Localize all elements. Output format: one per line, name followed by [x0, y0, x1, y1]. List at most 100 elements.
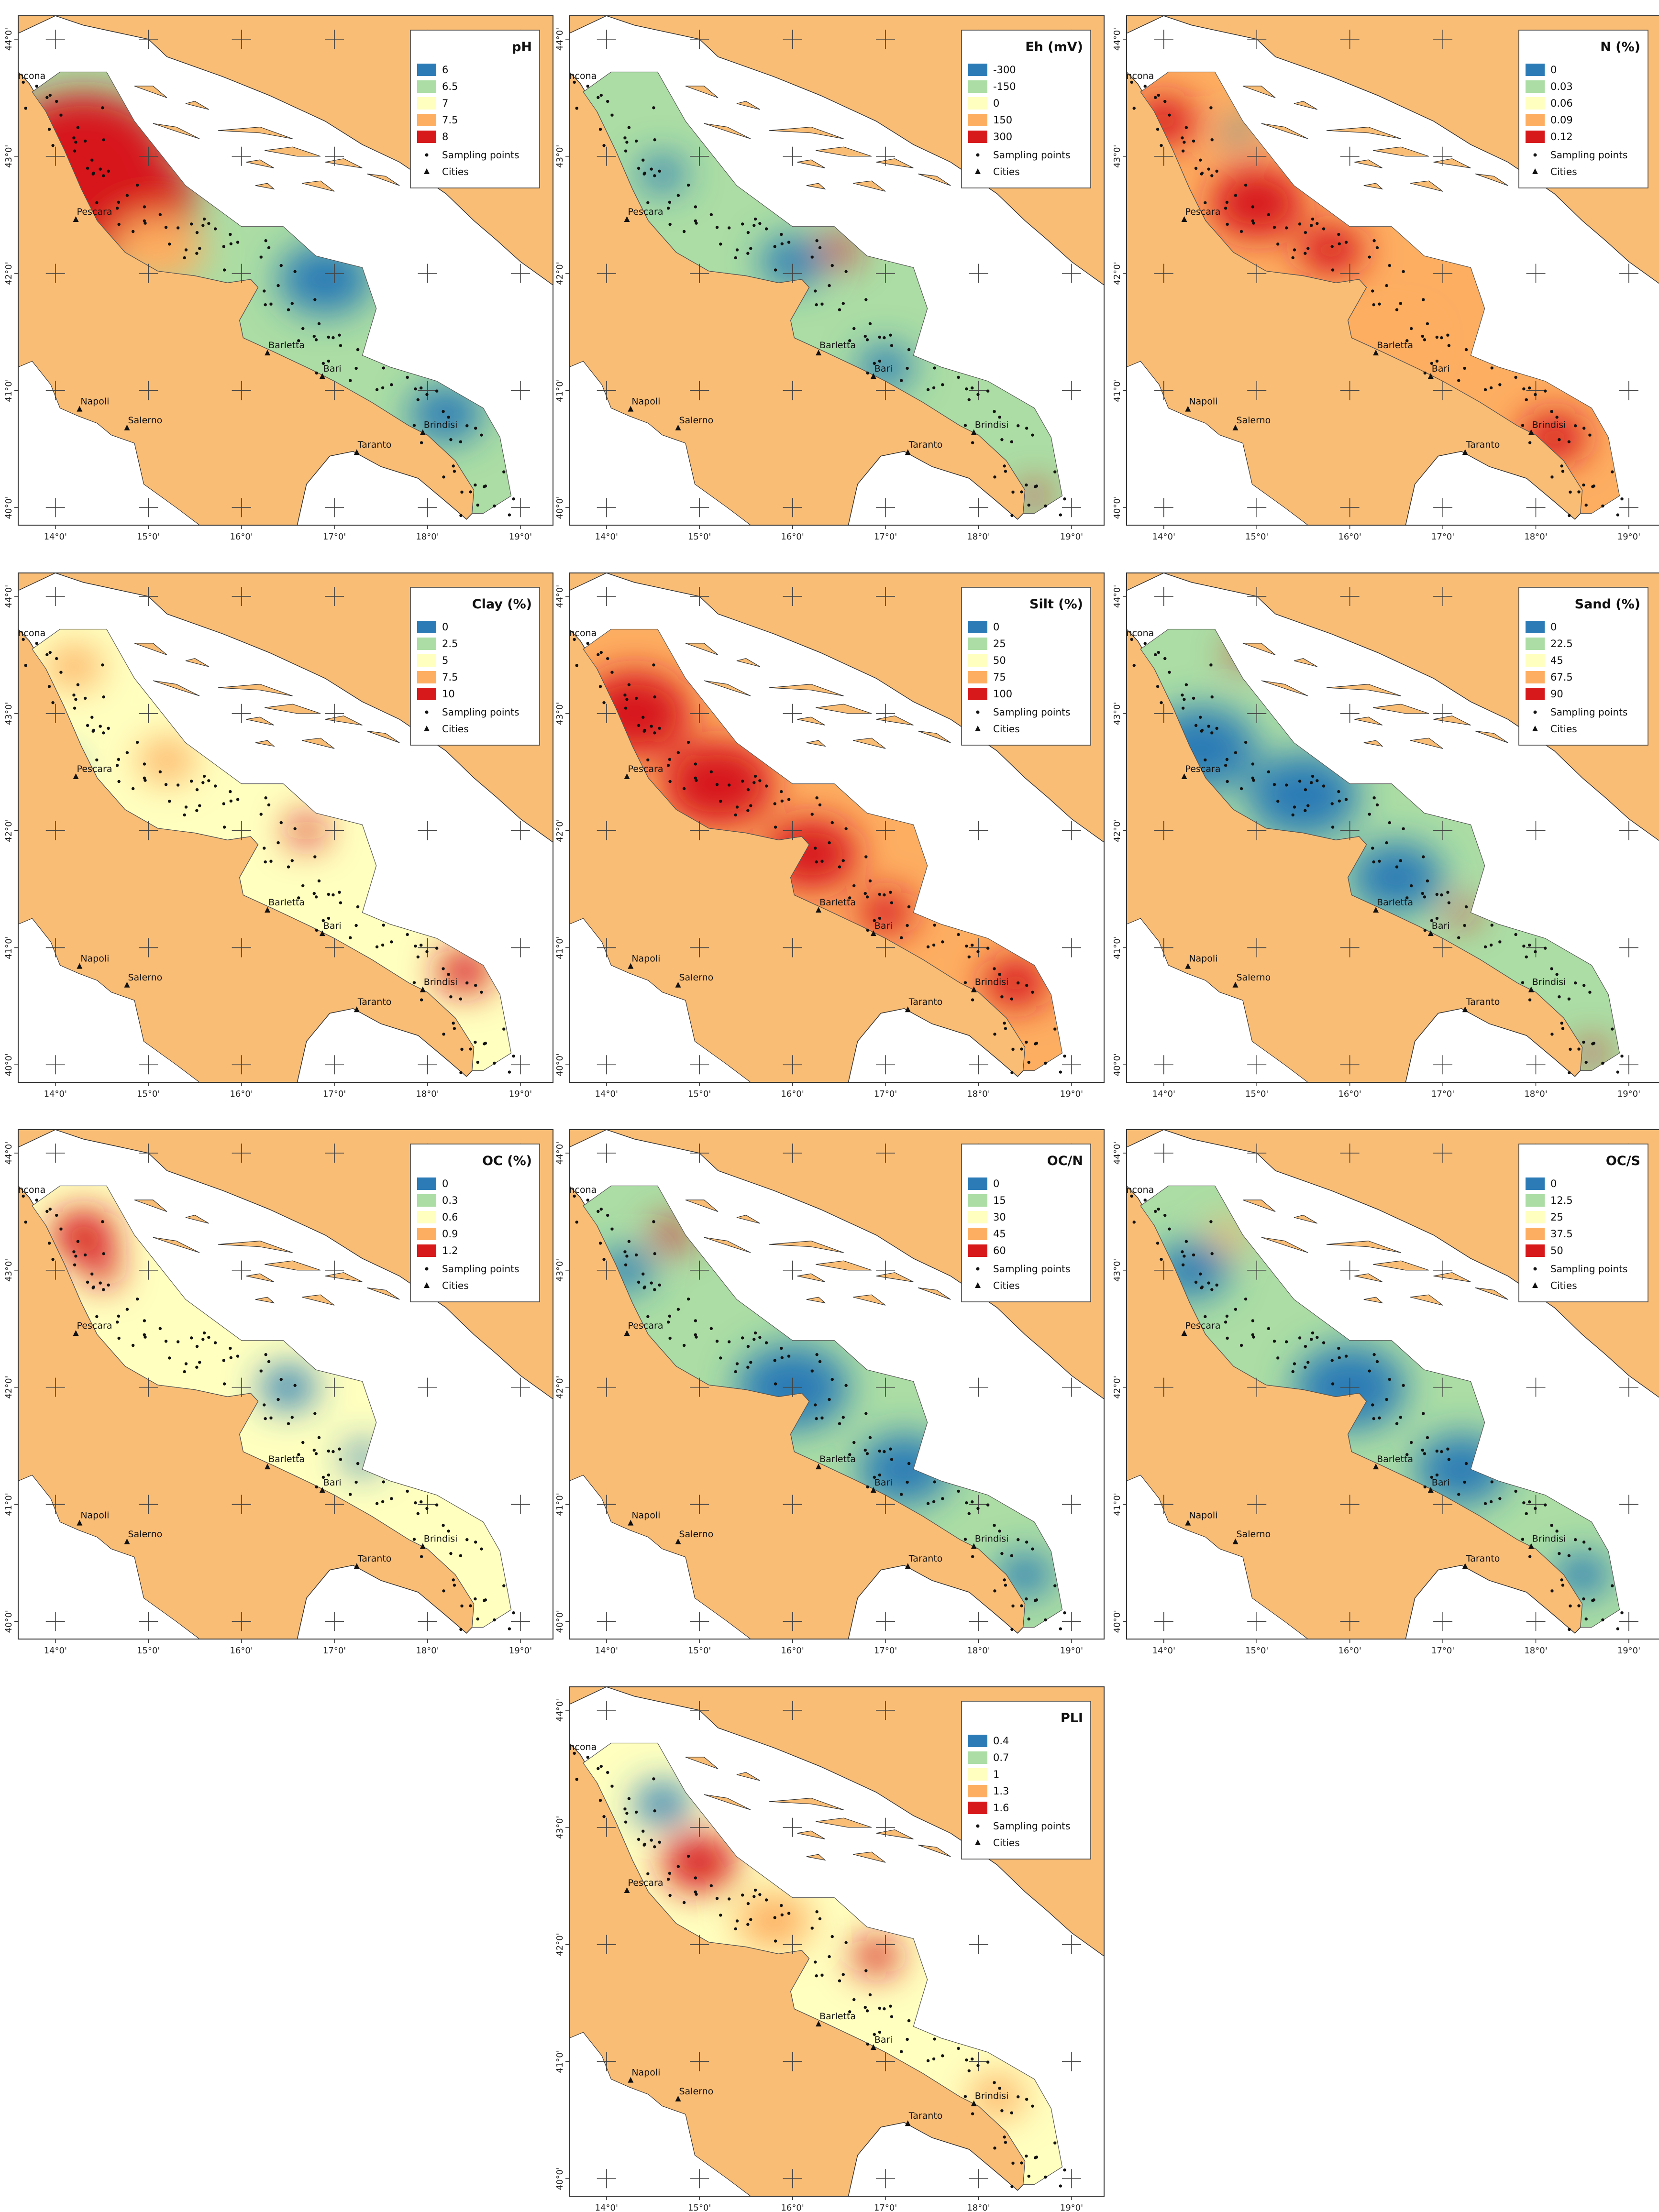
- sampling-point: [666, 764, 670, 767]
- sampling-point: [993, 2146, 996, 2150]
- sampling-point: [780, 799, 784, 803]
- graticule-cross: [876, 586, 896, 606]
- sampling-point: [1620, 1054, 1624, 1058]
- sampling-point: [682, 1901, 686, 1904]
- sampling-point: [1375, 803, 1379, 807]
- sampling-point: [1239, 230, 1243, 233]
- legend-swatch: [417, 1244, 436, 1257]
- sampling-point: [1035, 1042, 1039, 1045]
- graticule-cross: [1154, 1055, 1173, 1075]
- sampling-point: [1251, 1319, 1255, 1322]
- graticule-cross: [1340, 264, 1360, 283]
- x-tick-label: 17°0': [874, 1089, 897, 1099]
- city-label: Barletta: [268, 340, 305, 351]
- sampling-point: [1522, 1501, 1526, 1505]
- sampling-point: [375, 945, 379, 948]
- sampling-point: [780, 232, 783, 236]
- sampling-point: [45, 653, 49, 657]
- island: [816, 146, 872, 157]
- sampling-point: [815, 1417, 818, 1420]
- sampling-point: [189, 1336, 193, 1340]
- city-marker: [1528, 986, 1534, 992]
- graticule-cross: [876, 1817, 896, 1837]
- sampling-point: [1378, 1416, 1381, 1420]
- sampling-point: [1560, 1022, 1563, 1025]
- surface-patch: [1247, 753, 1360, 838]
- sampling-point: [815, 796, 818, 800]
- sampling-point: [864, 855, 868, 858]
- x-tick-label: 17°0': [323, 1646, 346, 1656]
- sampling-point: [1421, 334, 1424, 338]
- sampling-point: [625, 1255, 629, 1258]
- sampling-point: [447, 1530, 450, 1533]
- sampling-point: [941, 1497, 944, 1500]
- sampling-point: [22, 638, 25, 641]
- city-label: Barletta: [1377, 340, 1413, 351]
- sampling-point: [195, 1344, 199, 1348]
- sampling-point: [1163, 99, 1167, 103]
- surface-patch: [1020, 485, 1049, 506]
- sampling-point: [1215, 169, 1218, 173]
- sampling-point: [1252, 779, 1255, 782]
- sampling-point: [1284, 783, 1288, 787]
- sampling-point: [1063, 1611, 1066, 1615]
- sampling-point: [1528, 386, 1531, 390]
- sampling-point: [406, 375, 409, 379]
- city-marker: [1232, 424, 1239, 430]
- sampling-point: [746, 1902, 750, 1905]
- sampling-point: [1181, 136, 1184, 140]
- sampling-point: [158, 213, 162, 217]
- sampling-point: [653, 1252, 656, 1255]
- sampling-point: [658, 169, 661, 173]
- sampling-point: [1210, 695, 1214, 699]
- sampling-point: [1567, 440, 1571, 443]
- legend-swatch: [417, 1211, 436, 1223]
- sampling-point: [815, 860, 818, 864]
- sampling-point: [480, 433, 483, 437]
- legend-swatch: [417, 638, 436, 650]
- graticule-cross: [325, 1612, 344, 1631]
- sampling-point: [658, 1283, 661, 1287]
- city-label: Napoli: [631, 1510, 660, 1521]
- sampling-point: [926, 2059, 930, 2062]
- sampling-point: [201, 224, 205, 227]
- sampling-point: [1574, 1538, 1577, 1541]
- legend-break-label: 0: [1550, 621, 1557, 633]
- sampling-point: [1003, 2135, 1006, 2139]
- graticule-cross: [876, 381, 896, 400]
- city-marker: [1232, 981, 1239, 988]
- legend-break-label: 0.3: [442, 1195, 458, 1206]
- island: [246, 716, 275, 726]
- sampling-point: [1483, 388, 1487, 391]
- graticule-cross: [1340, 498, 1360, 517]
- sampling-point: [327, 1473, 331, 1477]
- island: [918, 730, 951, 743]
- legend-break-label: 7: [442, 98, 448, 109]
- sampling-point: [1252, 1335, 1255, 1339]
- sampling-point: [1435, 892, 1438, 896]
- sampling-point: [810, 1369, 814, 1373]
- sampling-point: [1210, 174, 1214, 177]
- city-marker: [624, 1887, 630, 1893]
- sampling-point: [774, 268, 777, 272]
- sampling-point: [1555, 416, 1559, 419]
- sampling-point: [610, 1227, 614, 1231]
- x-tick-label: 19°0': [1617, 532, 1640, 542]
- sampling-point: [460, 1047, 464, 1051]
- sampling-point: [269, 302, 273, 306]
- sampling-point: [1010, 997, 1014, 1001]
- sampling-point: [301, 327, 305, 330]
- graticule-cross: [969, 1377, 988, 1397]
- sampling-point: [1020, 1604, 1023, 1607]
- sampling-point: [381, 386, 385, 390]
- sampling-point: [236, 1354, 240, 1358]
- sampling-point: [1244, 1297, 1248, 1301]
- sampling-point: [222, 1382, 226, 1386]
- graticule-cross: [1433, 29, 1453, 49]
- graticule-cross: [876, 146, 896, 166]
- graticule-cross: [1154, 146, 1173, 166]
- sampling-point: [749, 247, 752, 250]
- graticule-cross: [1433, 1612, 1453, 1631]
